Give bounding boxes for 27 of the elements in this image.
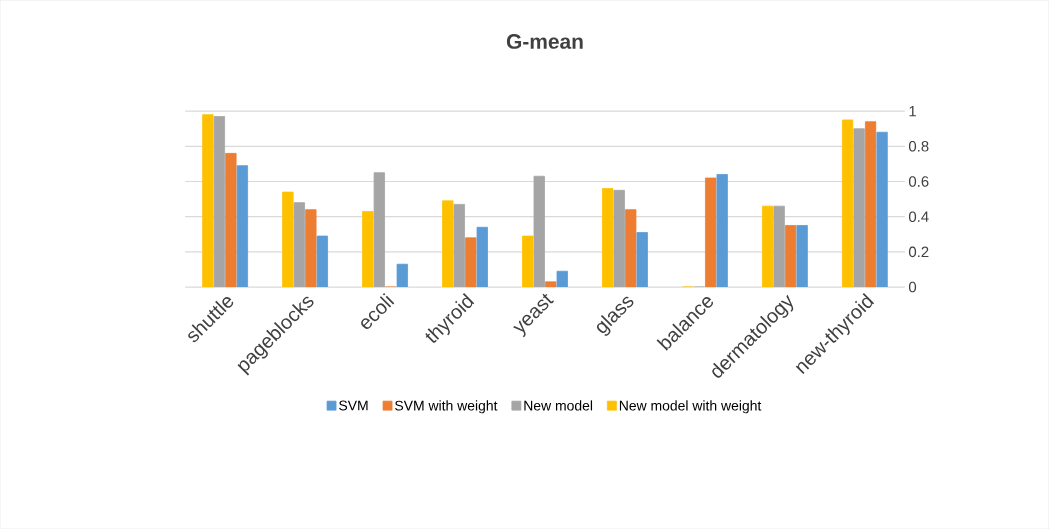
- bar: [625, 209, 637, 287]
- legend-label: New model: [524, 400, 593, 411]
- y-tick-label: 0: [908, 281, 917, 293]
- y-tick-label: 0.2: [908, 246, 929, 258]
- bar: [522, 235, 534, 287]
- legend-label: SVM with weight: [395, 400, 498, 414]
- bar: [202, 114, 214, 287]
- y-tick-label: 0.8: [908, 140, 929, 152]
- y-tick-label: 0.6: [908, 176, 929, 187]
- bar: [545, 281, 557, 287]
- bar: [705, 177, 717, 287]
- bar: [602, 188, 614, 287]
- bar: [785, 225, 797, 287]
- bar: [225, 152, 237, 287]
- bar: [362, 210, 374, 287]
- y-tick-label: 1: [909, 105, 916, 117]
- legend-label: New model with weight: [619, 400, 762, 414]
- bar: [762, 205, 774, 287]
- bar: [305, 209, 317, 287]
- bar: [465, 237, 477, 287]
- bar: [864, 121, 877, 287]
- chart-title: G-mean: [506, 33, 583, 49]
- bar: [841, 119, 854, 287]
- bar: [282, 191, 294, 287]
- bar: [442, 200, 454, 287]
- legend-label: SVM: [339, 400, 368, 411]
- y-tick-label: 0.4: [908, 211, 929, 222]
